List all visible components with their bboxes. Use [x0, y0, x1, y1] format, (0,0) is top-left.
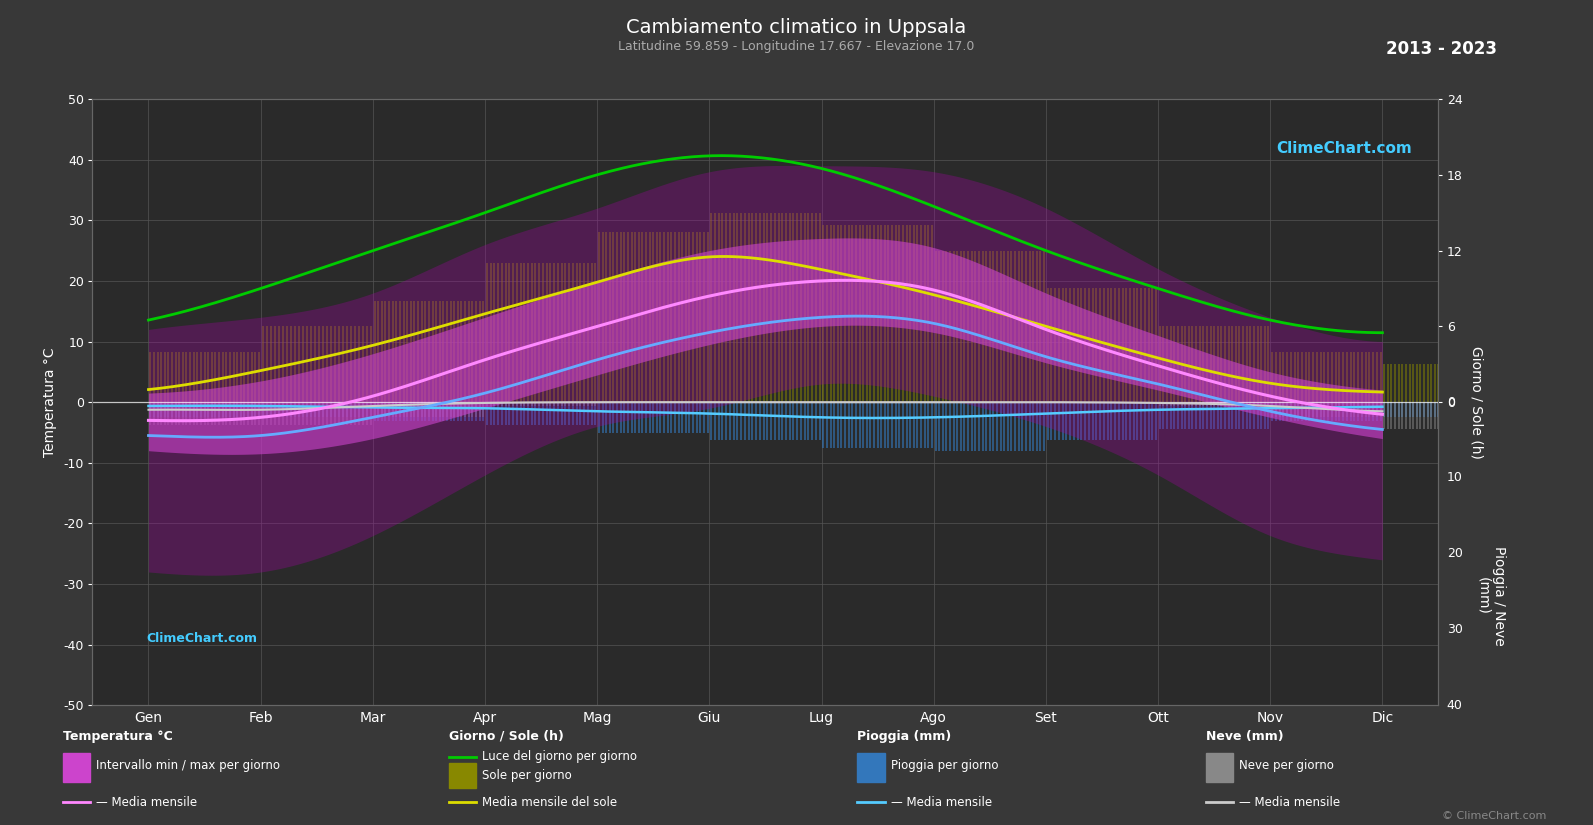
- FancyBboxPatch shape: [1206, 752, 1233, 782]
- Text: 2013 - 2023: 2013 - 2023: [1386, 40, 1497, 58]
- Text: Neve (mm): Neve (mm): [1206, 730, 1282, 742]
- Text: ClimeChart.com: ClimeChart.com: [147, 632, 256, 645]
- Text: ClimeChart.com: ClimeChart.com: [1276, 141, 1411, 157]
- Text: Giorno / Sole (h): Giorno / Sole (h): [449, 730, 564, 742]
- Text: Pioggia (mm): Pioggia (mm): [857, 730, 951, 742]
- Text: Latitudine 59.859 - Longitudine 17.667 - Elevazione 17.0: Latitudine 59.859 - Longitudine 17.667 -…: [618, 40, 975, 53]
- Text: — Media mensile: — Media mensile: [1239, 796, 1340, 808]
- Text: — Media mensile: — Media mensile: [890, 796, 992, 808]
- Text: Media mensile del sole: Media mensile del sole: [483, 796, 616, 808]
- Text: — Media mensile: — Media mensile: [96, 796, 198, 808]
- Text: © ClimeChart.com: © ClimeChart.com: [1442, 811, 1545, 821]
- Text: Temperatura °C: Temperatura °C: [64, 730, 172, 742]
- Text: Neve per giorno: Neve per giorno: [1239, 759, 1333, 771]
- FancyBboxPatch shape: [64, 752, 91, 782]
- Text: Pioggia per giorno: Pioggia per giorno: [890, 759, 999, 771]
- Text: Intervallo min / max per giorno: Intervallo min / max per giorno: [96, 759, 280, 771]
- Y-axis label: Temperatura °C: Temperatura °C: [43, 347, 57, 457]
- Text: 20: 20: [1446, 547, 1462, 560]
- Text: 30: 30: [1446, 623, 1462, 636]
- Text: Pioggia / Neve
(mm): Pioggia / Neve (mm): [1477, 546, 1507, 646]
- Text: 10: 10: [1446, 471, 1462, 484]
- Text: Luce del giorno per giorno: Luce del giorno per giorno: [483, 751, 637, 763]
- Y-axis label: Giorno / Sole (h): Giorno / Sole (h): [1469, 346, 1483, 459]
- Text: 40: 40: [1446, 699, 1462, 712]
- FancyBboxPatch shape: [857, 752, 884, 782]
- FancyBboxPatch shape: [449, 763, 476, 788]
- Text: 0: 0: [1446, 396, 1454, 408]
- Text: Cambiamento climatico in Uppsala: Cambiamento climatico in Uppsala: [626, 18, 967, 37]
- Text: Sole per giorno: Sole per giorno: [483, 769, 572, 782]
